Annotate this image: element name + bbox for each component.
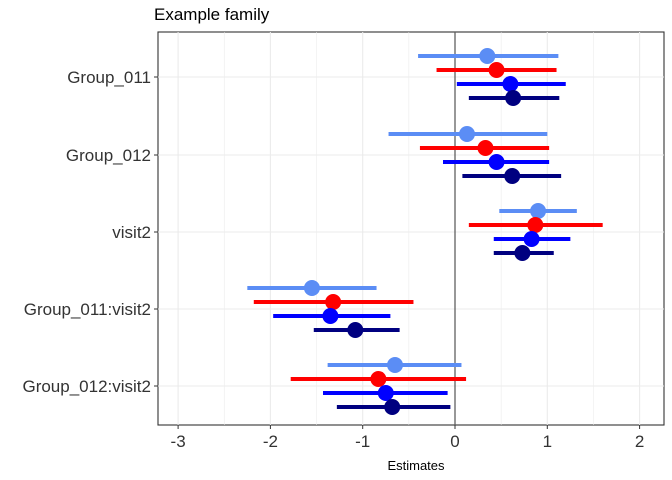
estimate-point xyxy=(347,322,364,338)
estimate-point xyxy=(530,203,547,219)
x-tick-label: 0 xyxy=(450,432,459,451)
estimate-point xyxy=(488,62,505,78)
y-tick-label: Group_012:visit2 xyxy=(22,377,151,396)
grid-lines xyxy=(158,32,664,425)
x-tick-label: 2 xyxy=(635,432,644,451)
estimate-point xyxy=(505,90,522,106)
estimate-point xyxy=(527,217,544,233)
x-tick-label: -1 xyxy=(355,432,370,451)
y-tick-label: visit2 xyxy=(112,223,151,242)
y-tick-labels: Group_011 Group_012 visit2 Group_011:visit2… xyxy=(22,68,158,396)
chart-title: Example family xyxy=(154,5,270,24)
estimate-point xyxy=(387,357,404,373)
x-tick-label: -2 xyxy=(263,432,278,451)
data-marks xyxy=(247,48,603,415)
x-tick-labels: -3 -2 -1 0 1 2 xyxy=(171,425,644,451)
x-axis-label: Estimates xyxy=(387,458,445,473)
estimate-point xyxy=(502,76,519,92)
estimate-point xyxy=(514,245,531,261)
estimate-point xyxy=(325,294,342,310)
x-tick-label: 1 xyxy=(543,432,552,451)
estimate-point xyxy=(322,308,339,324)
estimate-point xyxy=(303,280,320,296)
estimate-point xyxy=(523,231,540,247)
y-tick-label: Group_011:visit2 xyxy=(24,300,151,319)
estimate-point xyxy=(458,126,475,142)
estimate-point xyxy=(384,399,401,415)
y-tick-label: Group_011 xyxy=(67,68,151,87)
estimate-point xyxy=(477,140,494,156)
estimate-point xyxy=(504,168,521,184)
estimate-point xyxy=(370,371,387,387)
estimate-point xyxy=(377,385,394,401)
estimate-point xyxy=(479,48,496,64)
x-tick-label: -3 xyxy=(171,432,186,451)
plot-panel xyxy=(157,31,665,426)
estimate-point xyxy=(488,154,505,170)
y-tick-label: Group_012 xyxy=(66,146,151,165)
